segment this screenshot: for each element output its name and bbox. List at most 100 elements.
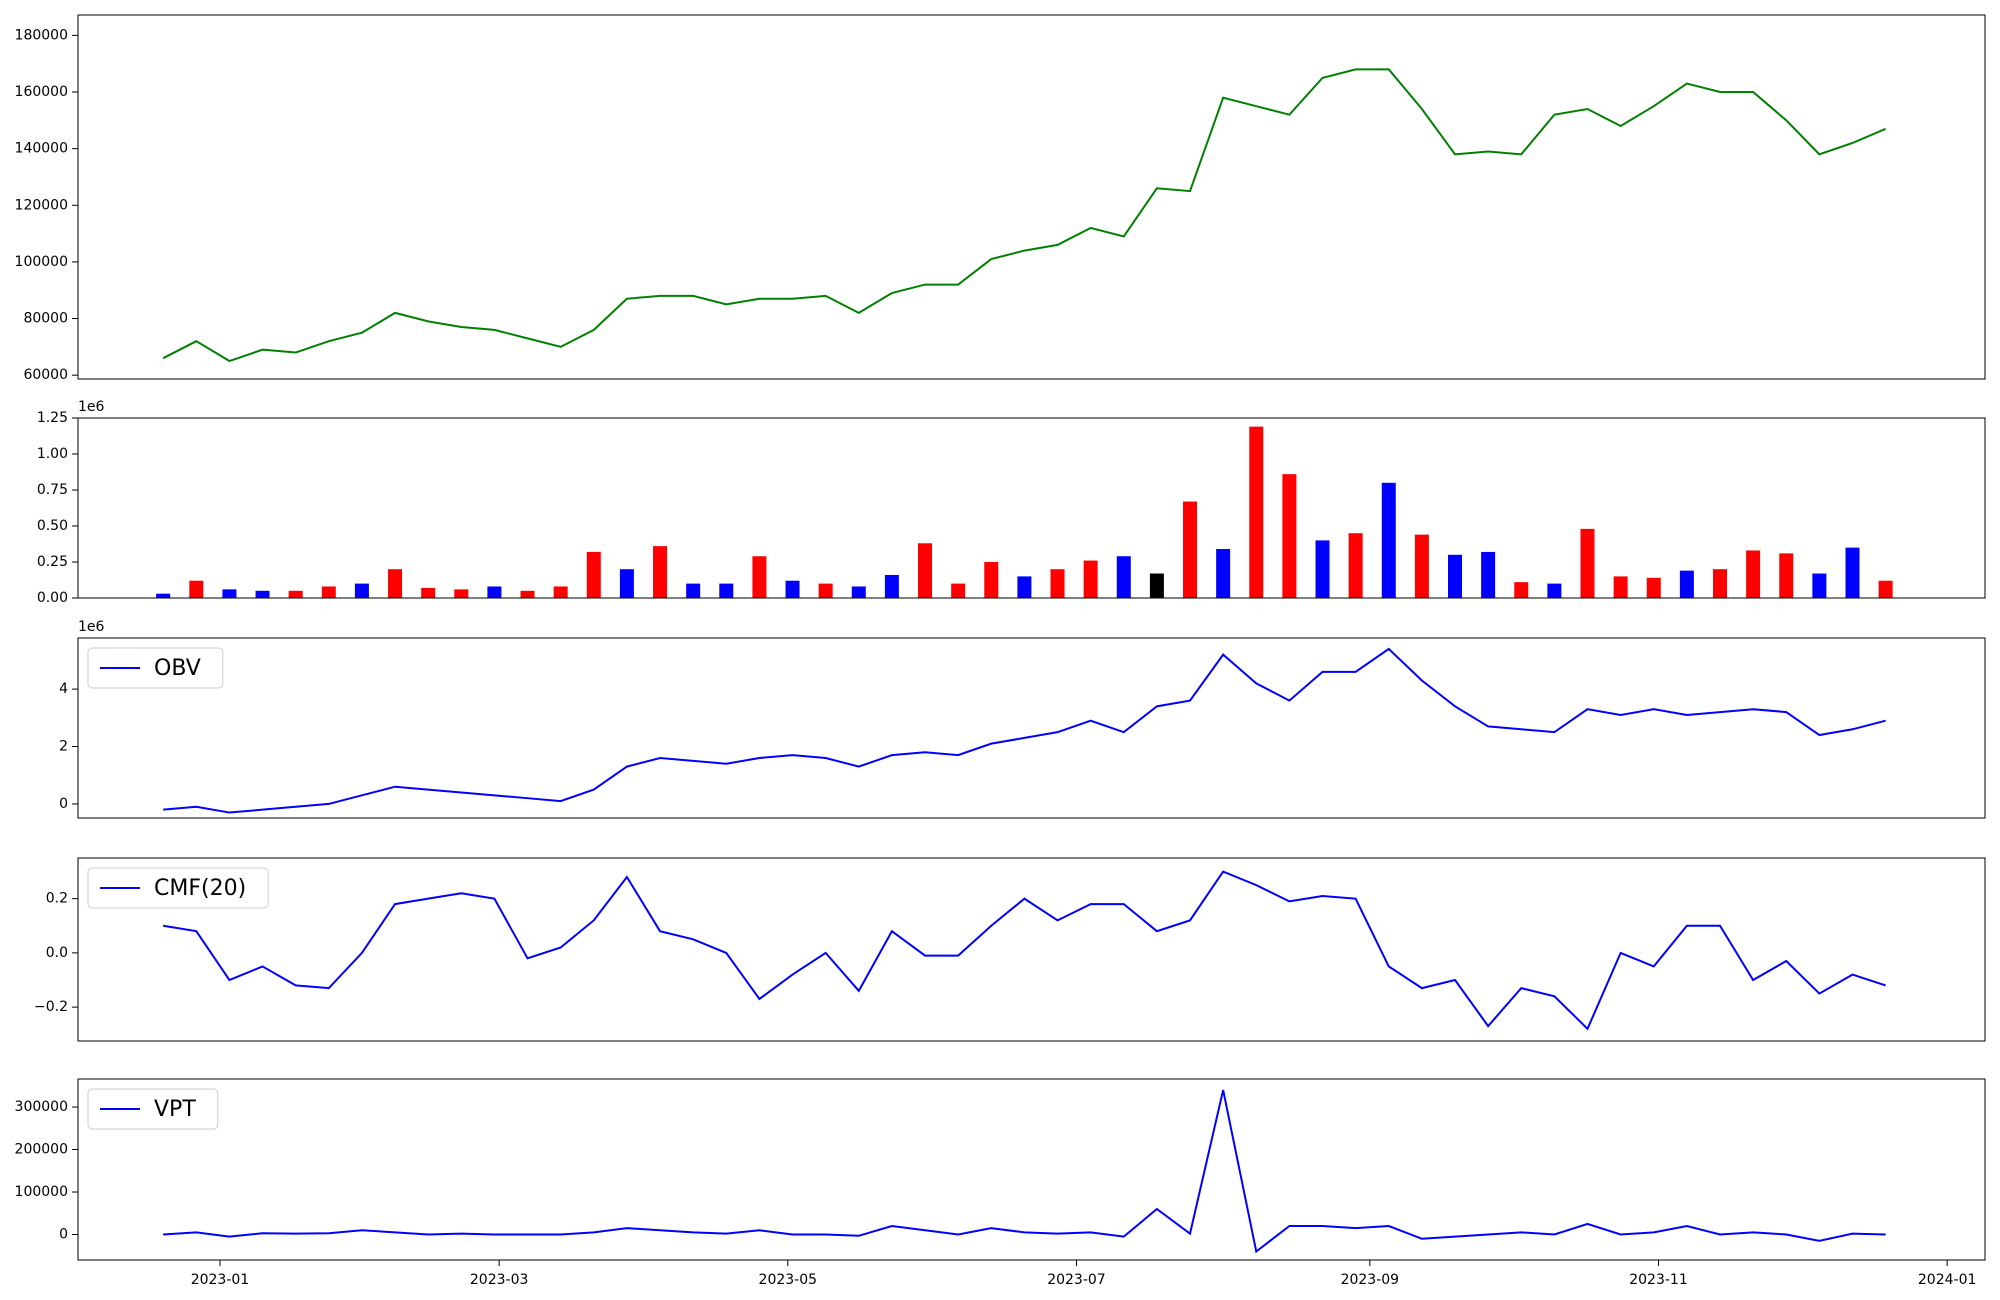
y-tick-label: 0 [59,1227,68,1243]
volume-bar [388,569,403,598]
volume-bar [1017,576,1032,598]
axes-frame [77,857,1986,1042]
volume-bar [1580,528,1595,598]
volume-bar [851,586,866,598]
y-tick-label: −0.2 [34,999,68,1015]
legend: CMF(20) [87,867,269,909]
x-tick-label: 2023-03 [470,1272,529,1288]
volume-bar [255,590,270,598]
y-tick-label: 140000 [15,141,68,157]
panel: 0 2 4 1e6 OBV [59,619,1986,819]
x-tick-label: 2023-01 [191,1272,250,1288]
offset-label: 1e6 [78,619,105,635]
volume-bar [719,583,734,598]
volume-bar [1448,554,1463,598]
y-tick-label: 60000 [23,367,68,383]
y-tick-label: 120000 [15,197,68,213]
volume-bar [1613,576,1628,598]
y-tick-label: 1.25 [37,410,68,426]
panel: −0.2 0.0 0.2 CMF(20) [34,857,1986,1042]
volume-bar [586,551,601,598]
y-tick-label: 0.25 [37,554,68,570]
panel: 60000 80000 100000 120000 140000 160000 180000 [15,14,1986,383]
volume-bar [454,589,469,598]
volume-bar [686,583,701,598]
line [163,870,1886,1031]
volume-bar [354,583,369,598]
axes-frame [77,14,1986,380]
line [163,1089,1886,1254]
volume-bar [189,580,204,598]
x-tick-label: 2023-07 [1047,1272,1106,1288]
axes-frame [77,417,1986,599]
legend-box [87,1088,219,1130]
y-tick-label: 0.75 [37,482,68,498]
volume-bar [1679,570,1694,598]
x-tick-label: 2023-11 [1629,1272,1688,1288]
volume-bar [1348,533,1363,598]
y-tick-label: 0.2 [46,891,68,907]
y-tick-label: 2 [59,739,68,755]
volume-bar [1050,569,1065,598]
volume-bar [1149,573,1164,598]
volume-bar [1845,547,1860,598]
volume-bar [1481,551,1496,598]
line [162,68,1887,363]
offset-label: 1e6 [78,399,105,415]
volume-bar [1812,573,1827,598]
volume-bar [918,543,933,598]
volume-bar [1282,474,1297,598]
legend-label: VPT [154,1097,196,1122]
volume-bar [1183,501,1198,598]
volume-bar [752,556,767,598]
y-tick-label: 160000 [15,84,68,100]
line [163,647,1886,814]
volume-bar [1249,426,1264,598]
panel: 0.00 0.25 0.50 0.75 1.00 1.25 1e6 [37,399,1986,606]
panel: 0 100000 200000 300000 VPT 2023-01 2023-03 2023… [15,1078,1986,1288]
volume-bar [1083,560,1098,598]
volume-bar [653,546,668,598]
y-tick-label: 100000 [15,1184,68,1200]
volume-bar [1646,577,1661,598]
volume-bar [487,586,502,598]
y-tick-label: 100000 [15,254,68,270]
volume-bar [1116,556,1131,598]
volume-bar [984,562,999,598]
volume-bar [156,593,171,598]
x-tick-label: 2023-09 [1341,1272,1400,1288]
y-tick-label: 300000 [15,1099,68,1115]
volume-bar [1547,583,1562,598]
volume-bar [1746,550,1761,598]
volume-bar [421,587,436,598]
legend: OBV [87,647,224,689]
volume-bar [1414,534,1429,598]
y-tick-label: 0.00 [37,590,68,606]
legend-box [87,647,224,689]
volume-bar [1216,549,1231,598]
y-tick-label: 80000 [23,311,68,327]
x-tick-label: 2024-01 [1918,1272,1977,1288]
volume-bar [288,590,303,598]
y-tick-label: 180000 [15,27,68,43]
volume-bar [520,590,535,598]
legend-label: OBV [154,656,201,681]
y-tick-label: 0.0 [46,945,68,961]
volume-bar [1713,569,1728,598]
y-tick-label: 4 [59,681,68,697]
legend-box [87,867,269,909]
volume-bar [222,589,237,598]
y-tick-label: 0.50 [37,518,68,534]
y-tick-label: 1.00 [37,446,68,462]
volume-bar [1779,553,1794,598]
volume-bar [1315,540,1330,598]
volume-bar [818,583,833,598]
x-tick-label: 2023-05 [759,1272,818,1288]
legend: VPT [87,1088,219,1130]
volume-bar [951,583,966,598]
volume-bar [884,574,899,598]
y-tick-label: 200000 [15,1142,68,1158]
volume-bar [619,569,634,598]
volume-bar [785,580,800,598]
